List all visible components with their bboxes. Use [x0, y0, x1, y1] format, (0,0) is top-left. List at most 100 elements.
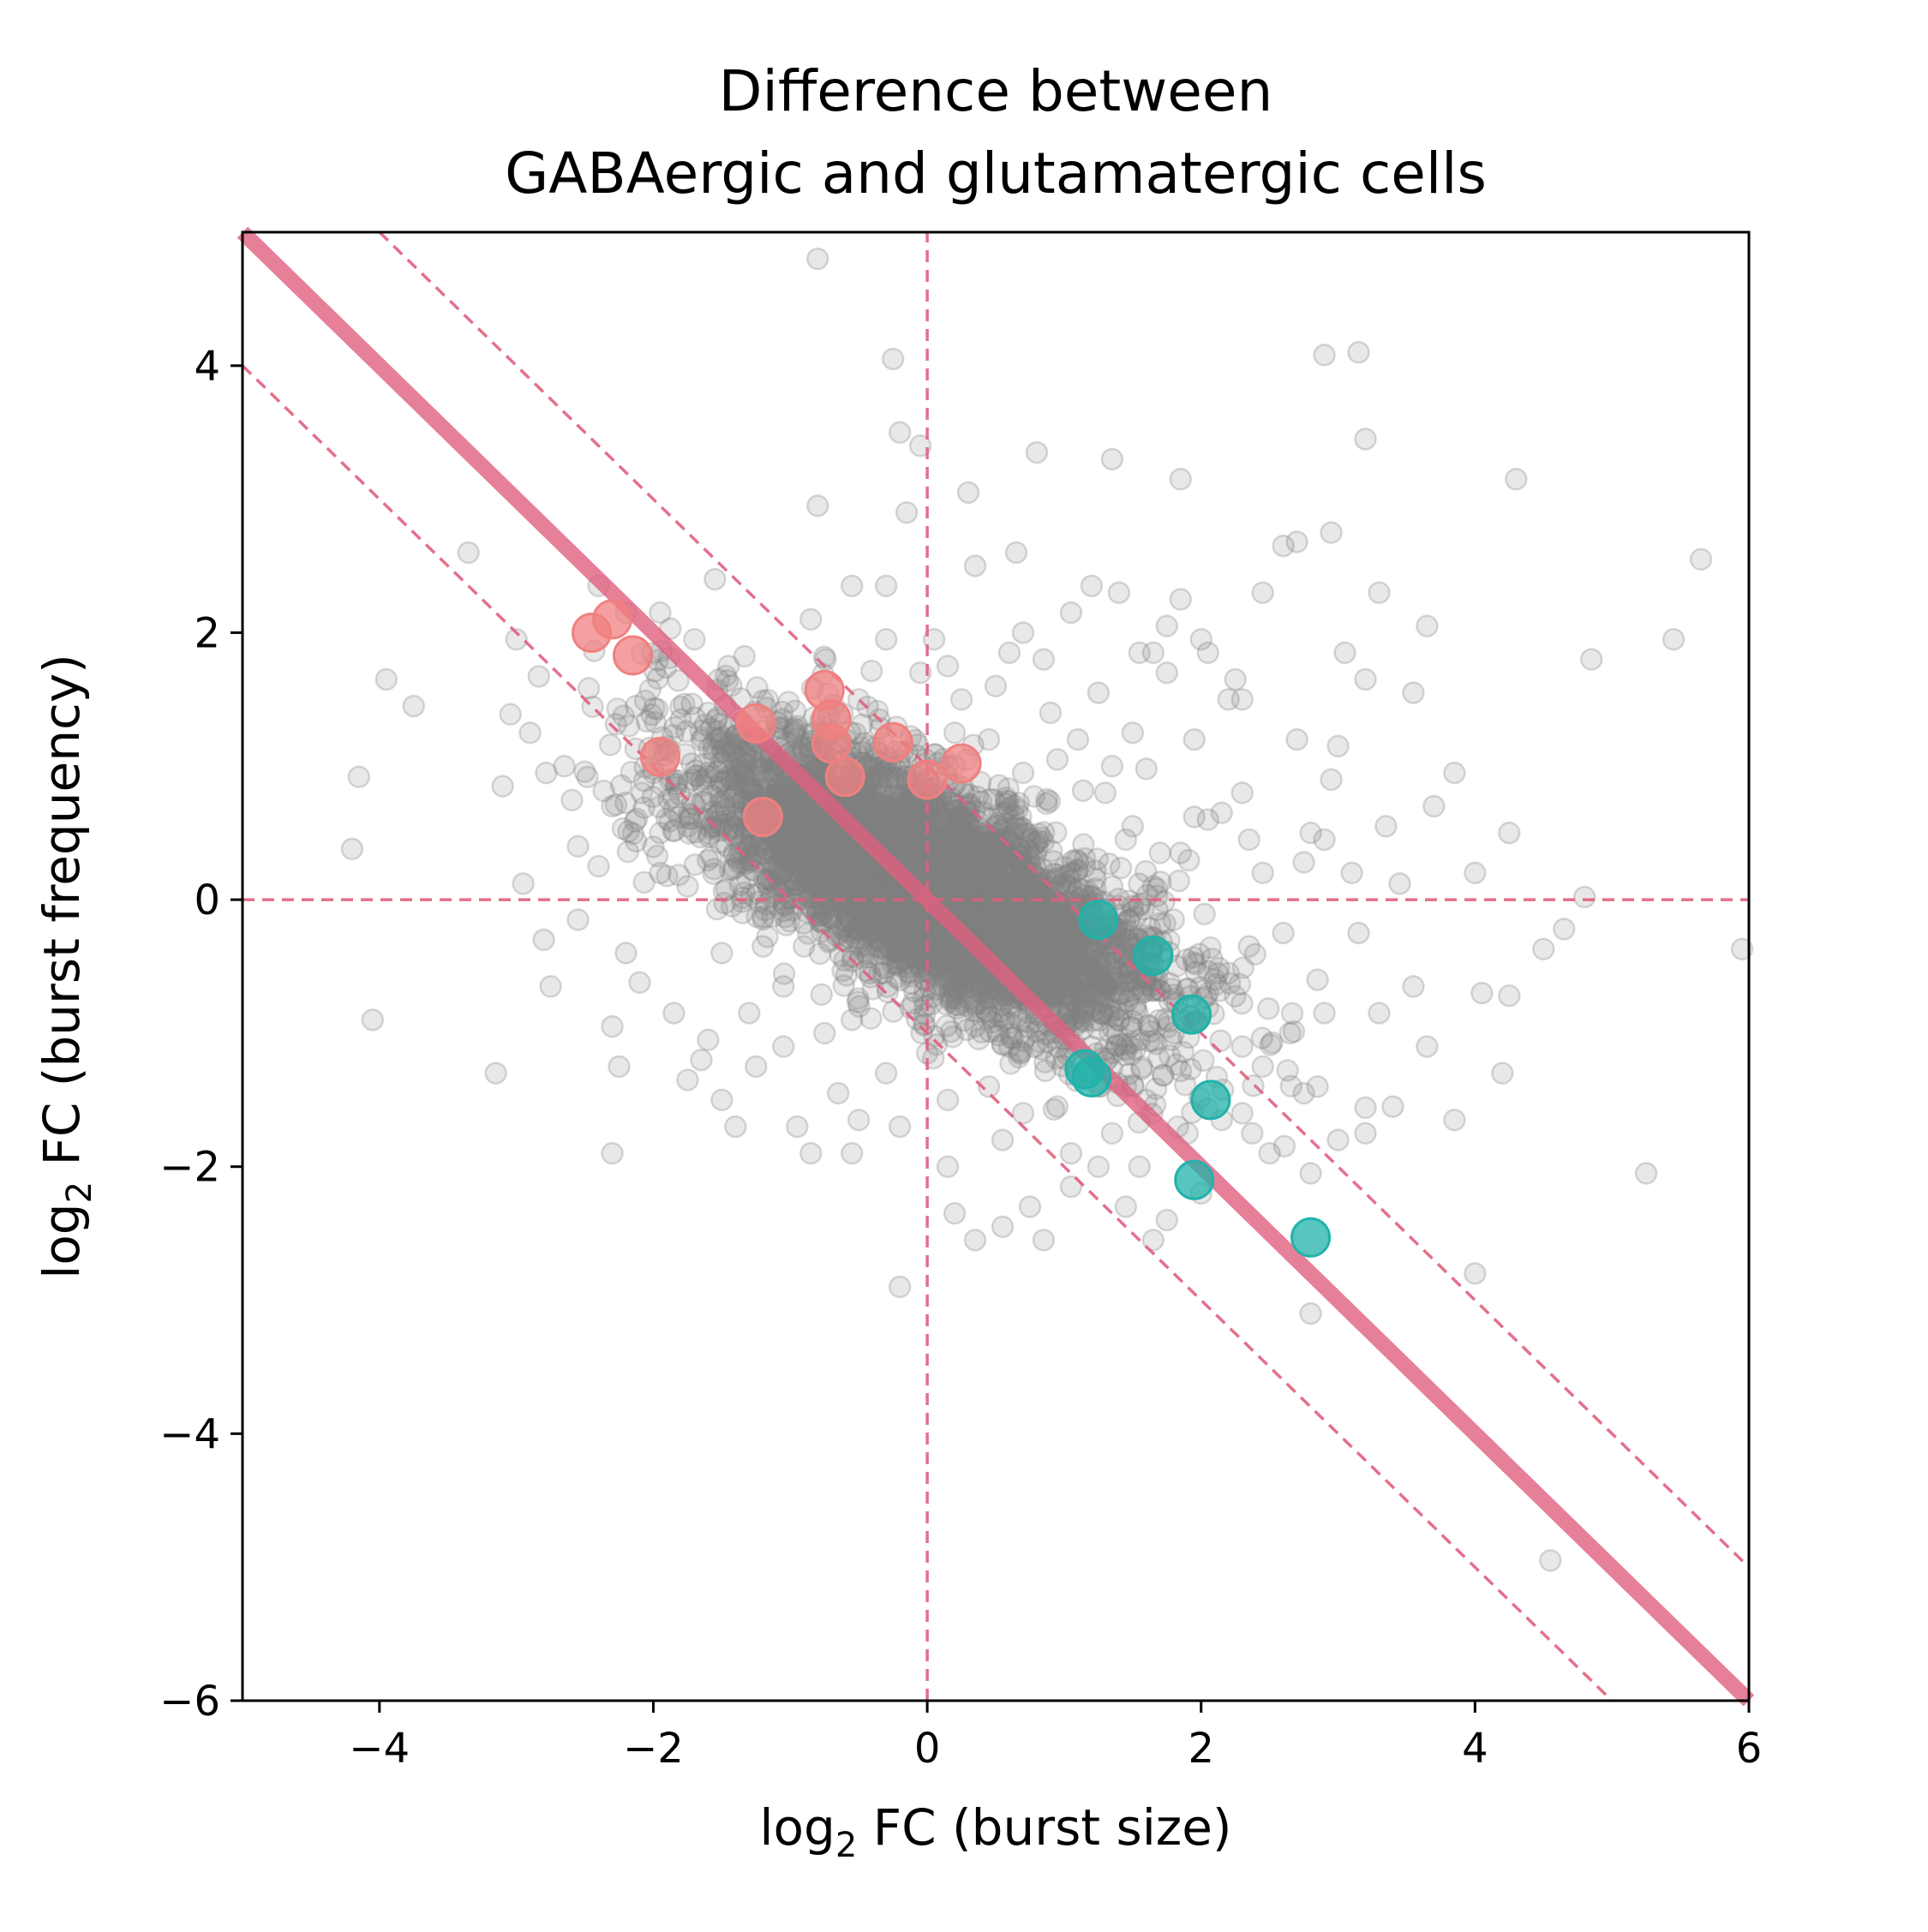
- cloud-point: [1053, 923, 1076, 946]
- cloud-point: [888, 829, 912, 853]
- y-tick-label: −4: [159, 1410, 220, 1458]
- cloud-point: [895, 793, 919, 817]
- cloud-point: [805, 857, 829, 881]
- cloud-point: [874, 918, 897, 942]
- cloud-point: [1017, 877, 1040, 901]
- cloud-point: [645, 844, 669, 868]
- cloud-point: [971, 906, 995, 930]
- background-point: [943, 721, 967, 745]
- cloud-point: [1209, 1029, 1232, 1052]
- cloud-point: [1139, 1020, 1163, 1044]
- background-point: [805, 494, 829, 517]
- cloud-point: [1070, 981, 1094, 1005]
- gaba-highlight-point: [824, 757, 865, 798]
- cloud-point: [1017, 838, 1040, 862]
- background-point: [1634, 1162, 1658, 1185]
- cloud-point: [900, 841, 924, 865]
- cloud-point: [1173, 1073, 1197, 1097]
- cloud-point: [882, 924, 906, 948]
- cloud-point: [999, 1052, 1022, 1075]
- background-point: [840, 574, 864, 598]
- cloud-point: [1193, 902, 1216, 926]
- background-point: [683, 627, 706, 651]
- cloud-point: [1117, 930, 1140, 954]
- cloud-point: [770, 862, 794, 886]
- background-point: [601, 794, 624, 818]
- cloud-point: [1133, 980, 1157, 1003]
- cloud-point: [1167, 869, 1191, 893]
- background-point: [1237, 828, 1260, 852]
- cloud-point: [853, 915, 877, 938]
- chart-title-line-1: Difference between: [719, 58, 1273, 124]
- cloud-point: [944, 813, 968, 836]
- background-point: [1443, 761, 1466, 785]
- cloud-point: [1151, 1063, 1175, 1086]
- cloud-point: [735, 867, 759, 890]
- background-point: [1100, 1122, 1124, 1145]
- cloud-point: [1101, 942, 1125, 965]
- glut-highlight-point: [1071, 1056, 1112, 1098]
- x-axis-label-subscript: 2: [835, 1826, 857, 1865]
- background-point: [949, 688, 973, 711]
- cloud-point: [1117, 969, 1140, 993]
- y-axis-label: log2 FC (burst frequency): [33, 654, 99, 1279]
- cloud-point: [891, 886, 915, 909]
- cloud-point: [880, 827, 904, 851]
- cloud-point: [1051, 920, 1075, 943]
- background-point: [1032, 1229, 1056, 1252]
- cloud-point: [870, 865, 893, 889]
- cloud-point: [945, 808, 969, 832]
- background-point: [963, 554, 987, 577]
- identity-reference-line: [237, 226, 1755, 1707]
- cloud-point: [983, 874, 1006, 898]
- cloud-point: [684, 759, 708, 782]
- cloud-point: [1107, 982, 1131, 1006]
- background-point: [1114, 828, 1138, 852]
- background-point: [1011, 621, 1035, 644]
- background-point: [786, 715, 809, 738]
- cloud-point: [1015, 896, 1038, 919]
- cloud-point: [840, 911, 864, 934]
- background-point: [1313, 1002, 1336, 1025]
- background-point: [1416, 1035, 1439, 1058]
- cloud-point: [1059, 930, 1083, 954]
- cloud-point: [801, 823, 825, 846]
- background-point: [1121, 721, 1145, 745]
- cloud-point: [997, 923, 1021, 946]
- background-point: [1100, 755, 1124, 778]
- background-point: [1333, 641, 1356, 665]
- cloud-point: [919, 977, 943, 1000]
- cloud-point: [611, 816, 635, 840]
- cloud-point: [656, 864, 679, 888]
- cloud-point: [657, 787, 680, 811]
- background-point: [1114, 954, 1138, 978]
- background-point: [888, 421, 912, 444]
- cloud-point: [971, 869, 994, 893]
- cloud-point: [1149, 870, 1172, 894]
- cloud-point: [977, 867, 1001, 890]
- cloud-point: [802, 860, 825, 883]
- cloud-point: [997, 895, 1021, 919]
- cloud-point: [800, 801, 824, 824]
- cloud-point: [678, 822, 701, 845]
- cloud-point: [949, 816, 972, 839]
- glut-highlight-point: [1290, 1217, 1332, 1258]
- cloud-point: [917, 949, 941, 973]
- cloud-point: [913, 995, 937, 1018]
- background-point: [704, 567, 727, 591]
- cloud-point: [943, 881, 967, 905]
- cloud-point: [937, 937, 960, 961]
- cloud-point: [747, 753, 770, 777]
- gaba-highlight-point: [742, 796, 783, 837]
- cloud-point: [951, 852, 975, 876]
- cloud-point: [986, 919, 1009, 942]
- background-point: [1285, 530, 1308, 553]
- cloud-point: [1177, 848, 1201, 872]
- cloud-point: [852, 852, 875, 876]
- cloud-point: [1020, 891, 1043, 915]
- background-point: [922, 627, 946, 651]
- cloud-point: [1241, 1122, 1264, 1145]
- cloud-point: [623, 810, 647, 833]
- cloud-point: [791, 862, 814, 885]
